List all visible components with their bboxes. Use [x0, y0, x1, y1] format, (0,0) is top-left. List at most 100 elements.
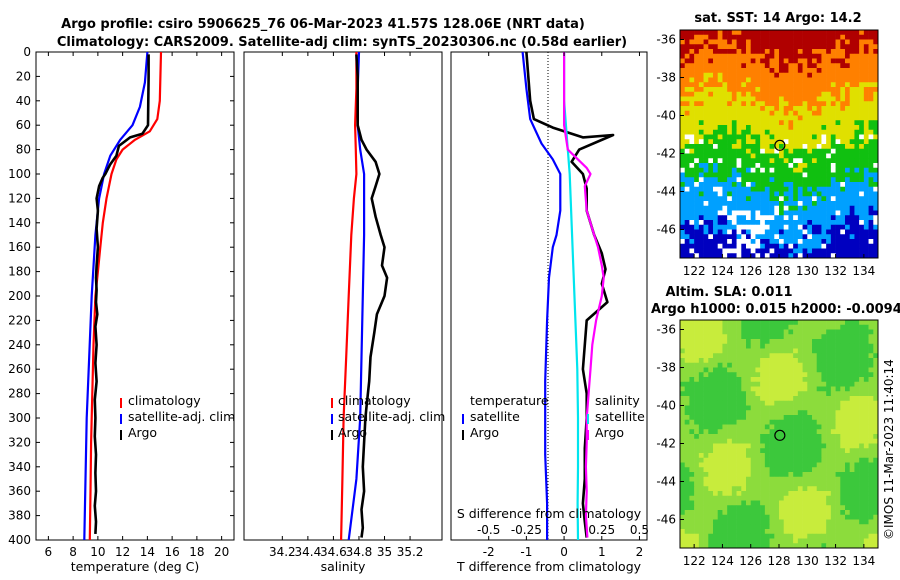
map-cell — [727, 443, 733, 449]
map-cell — [684, 30, 690, 36]
map-cell — [731, 239, 737, 245]
map-cell — [845, 77, 851, 83]
map-cell — [741, 543, 747, 549]
map-cell — [708, 529, 714, 535]
map-cell — [802, 106, 808, 112]
map-cell — [746, 82, 752, 88]
map-cell — [760, 30, 766, 36]
map-cell — [741, 367, 747, 373]
map-cell — [779, 367, 785, 373]
map-cell — [727, 172, 733, 178]
map-cell — [821, 58, 827, 64]
map-cell — [764, 191, 770, 197]
map-cell — [845, 39, 851, 45]
map-cell — [713, 434, 719, 440]
map-cell — [812, 120, 818, 126]
map-cell — [717, 229, 723, 235]
map-cell — [873, 529, 879, 535]
map-cell — [755, 220, 761, 226]
map-cell — [793, 110, 799, 116]
map-cell — [788, 514, 794, 520]
map-cell — [816, 476, 822, 482]
map-cell — [717, 405, 723, 411]
map-cell — [845, 167, 851, 173]
map-cell — [845, 34, 851, 40]
map-cell — [788, 481, 794, 487]
map-cell — [807, 543, 813, 549]
map-cell — [873, 120, 879, 126]
map-cell — [840, 44, 846, 50]
map-cell — [859, 500, 865, 506]
map-cell — [873, 538, 879, 544]
map-cell — [703, 424, 709, 430]
map-cell — [703, 172, 709, 178]
map-cell — [830, 320, 836, 326]
map-cell — [812, 172, 818, 178]
salinity-series — [340, 51, 389, 541]
map-cell — [797, 495, 803, 501]
map-cell — [821, 153, 827, 159]
map-cell — [779, 134, 785, 140]
map-cell — [680, 248, 686, 254]
map-cell — [741, 462, 747, 468]
map-cell — [746, 524, 752, 530]
map-cell — [849, 158, 855, 164]
map-cell — [835, 115, 841, 121]
map-cell — [764, 381, 770, 387]
map-cell — [807, 424, 813, 430]
legend-label-climatology: climatology — [128, 393, 201, 408]
series-line-climatology — [340, 52, 358, 541]
map-cell — [868, 529, 874, 535]
map-cell — [774, 500, 780, 506]
map-cell — [863, 129, 869, 135]
map-cell — [807, 82, 813, 88]
map-cell — [703, 234, 709, 240]
map-cell — [713, 120, 719, 126]
map-cell — [703, 348, 709, 354]
map-cell — [760, 476, 766, 482]
lat-tick-label: -46 — [656, 513, 676, 527]
map-cell — [680, 239, 686, 245]
lon-tick-label: 130 — [796, 264, 819, 278]
series-line-s-argo — [563, 52, 605, 538]
map-cell — [863, 362, 869, 368]
map-cell — [868, 462, 874, 468]
map-cell — [821, 163, 827, 169]
map-cell — [741, 153, 747, 159]
map-cell — [854, 229, 860, 235]
map-cell — [703, 148, 709, 154]
map-cell — [835, 514, 841, 520]
map-cell — [845, 519, 851, 525]
map-cell — [755, 82, 761, 88]
map-cell — [821, 500, 827, 506]
map-cell — [854, 44, 860, 50]
map-cell — [802, 58, 808, 64]
map-cell — [769, 186, 775, 192]
map-cell — [793, 201, 799, 207]
map-cell — [845, 457, 851, 463]
map-cell — [713, 538, 719, 544]
map-cell — [755, 486, 761, 492]
map-cell — [783, 533, 789, 539]
map-cell — [812, 410, 818, 416]
map-cell — [736, 495, 742, 501]
map-cell — [741, 415, 747, 421]
map-cell — [680, 220, 686, 226]
map-cell — [802, 129, 808, 135]
map-cell — [779, 348, 785, 354]
map-cell — [689, 424, 695, 430]
map-cell — [835, 167, 841, 173]
map-cell — [812, 49, 818, 55]
map-cell — [731, 196, 737, 202]
map-cell — [783, 167, 789, 173]
map-cell — [731, 144, 737, 150]
map-cell — [826, 362, 832, 368]
map-cell — [698, 220, 704, 226]
map-cell — [854, 481, 860, 487]
map-cell — [746, 467, 752, 473]
map-cell — [816, 58, 822, 64]
map-cell — [840, 91, 846, 97]
map-cell — [680, 362, 686, 368]
map-cell — [746, 58, 752, 64]
map-cell — [713, 182, 719, 188]
